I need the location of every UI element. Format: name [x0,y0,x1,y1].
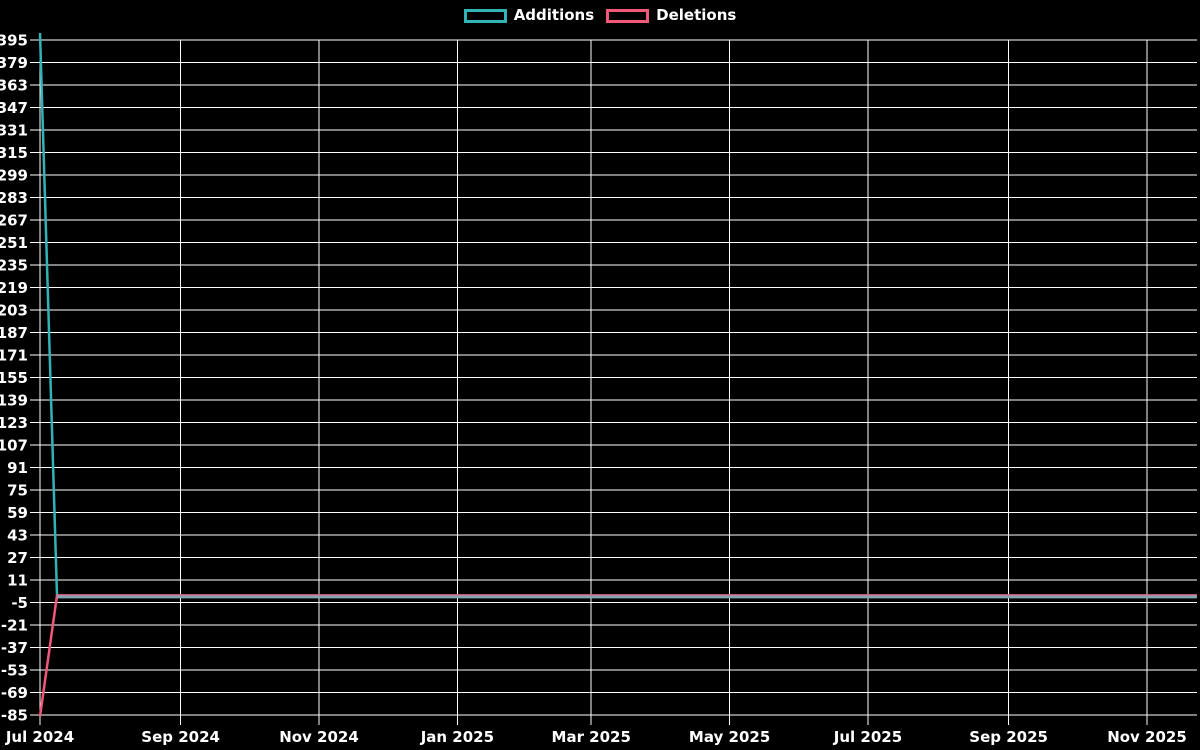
y-tick-label: 91 [7,459,28,477]
legend-label-additions: Additions [513,6,595,24]
y-tick-label: 267 [0,212,28,230]
y-tick-label: 123 [0,414,28,432]
y-tick-label: 251 [0,234,28,252]
y-tick-label: 11 [7,572,28,590]
y-tick-label: -85 [1,707,28,725]
x-tick-label: Jan 2025 [420,728,494,746]
legend-label-deletions: Deletions [656,6,737,24]
y-tick-label: 139 [0,392,28,410]
y-tick-label: 171 [0,347,28,365]
y-tick-label: 59 [7,504,28,522]
x-tick-label: Nov 2025 [1107,728,1187,746]
y-tick-label: 43 [7,527,28,545]
series-line-additions [38,32,1197,597]
y-tick-label: 299 [0,167,28,185]
x-tick-label: Sep 2024 [141,728,220,746]
x-tick-label: Jul 2024 [5,728,74,746]
y-tick-label: -37 [1,639,28,657]
legend-item-deletions[interactable]: Deletions [606,8,736,23]
y-tick-label: 315 [0,144,28,162]
y-tick-label: 155 [0,369,28,387]
x-tick-label: Mar 2025 [552,728,631,746]
x-tick-label: Sep 2025 [969,728,1048,746]
y-tick-label: -5 [11,594,28,612]
y-tick-label: 363 [0,77,28,95]
y-tick-label: 27 [7,549,28,567]
y-tick-label: -53 [1,662,28,680]
additions-swatch-icon [463,8,507,23]
y-tick-label: 219 [0,279,28,297]
x-tick-label: May 2025 [689,728,770,746]
x-tick-label: Jul 2025 [833,728,902,746]
y-tick-label: -69 [1,684,28,702]
y-tick-label: 379 [0,54,28,72]
y-tick-label: 395 [0,32,28,50]
y-tick-label: 235 [0,257,28,275]
y-tick-label: 75 [7,482,28,500]
legend-item-additions[interactable]: Additions [463,6,595,24]
y-tick-label: 187 [0,324,28,342]
y-tick-label: 203 [0,302,28,320]
y-tick-label: 331 [0,122,28,140]
x-tick-label: Nov 2024 [279,728,359,746]
deletions-swatch-icon [606,8,650,23]
y-tick-label: -21 [1,617,28,635]
y-tick-label: 347 [0,99,28,117]
chart-legend: Additions Deletions [0,8,1200,23]
series-line-deletions [38,594,1197,717]
y-tick-label: 107 [0,437,28,455]
y-tick-label: 283 [0,189,28,207]
